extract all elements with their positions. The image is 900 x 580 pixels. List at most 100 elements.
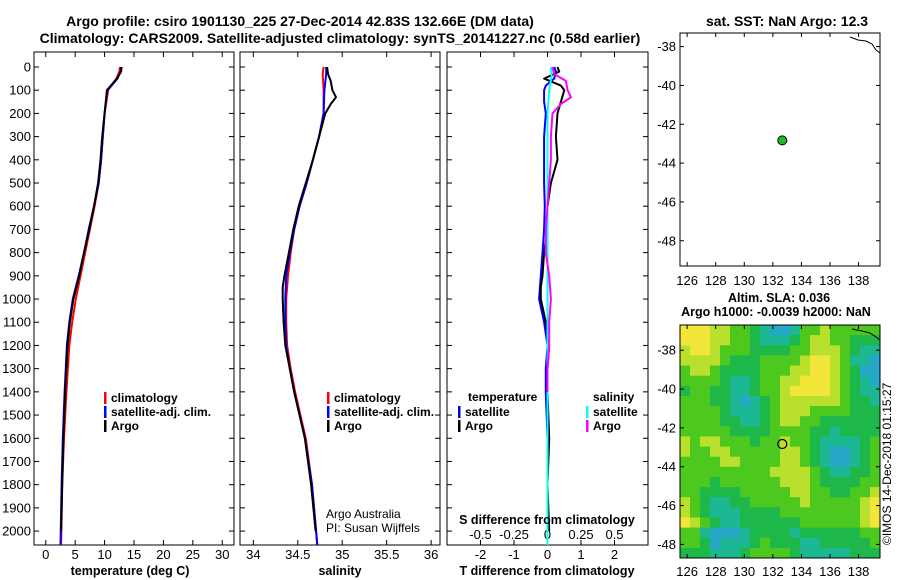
- sla-heatmap-cell: [850, 335, 861, 346]
- sla-heatmap-cell: [870, 385, 880, 397]
- sla-heatmap-cell: [780, 527, 791, 539]
- difference-series-t-satellite: [538, 66, 557, 532]
- sla-heatmap-cell: [800, 436, 811, 448]
- sla-heatmap-cell: [710, 517, 721, 529]
- pressure-ytick-label: 1300: [2, 361, 31, 376]
- temperature-series-satellite-adj-clim-: [59, 66, 123, 546]
- salinity-xtick-label: 35.5: [374, 547, 399, 562]
- sla-heatmap-cell: [780, 426, 791, 437]
- sla-heatmap-cell: [810, 507, 821, 518]
- sla-heatmap-cell: [830, 406, 841, 417]
- sla-heatmap-cell: [720, 355, 731, 367]
- sla-heatmap-cell: [850, 466, 861, 478]
- sla-heatmap-cell: [770, 477, 781, 488]
- sla-heatmap-cell: [780, 456, 791, 468]
- sla-heatmap-cell: [710, 335, 721, 346]
- sla-heatmap-cell: [790, 537, 801, 549]
- sla-heatmap-cell: [820, 517, 831, 529]
- sla-heatmap-cell: [830, 345, 841, 356]
- sla-heatmap-cell: [730, 385, 741, 397]
- sla-map-xtick-label: 126: [676, 564, 698, 579]
- sla-heatmap-cell: [770, 537, 781, 549]
- sla-heatmap-cell: [680, 365, 691, 377]
- sla-heatmap-cell: [720, 416, 731, 427]
- tdiff-legend-argo-label: Argo: [465, 419, 493, 433]
- sla-heatmap-cell: [710, 416, 721, 427]
- sla-heatmap-cell: [680, 416, 691, 427]
- sst-map-xtick-label: 126: [676, 273, 698, 288]
- sla-heatmap-cell: [760, 487, 771, 498]
- sla-heatmap-cell: [770, 517, 781, 529]
- sla-heatmap-cell: [840, 345, 851, 356]
- sla-heatmap-cell: [860, 385, 871, 397]
- sla-heatmap-cell: [800, 547, 811, 558]
- sla-heatmap-cell: [720, 345, 731, 356]
- salinity-axis-label: salinity: [318, 564, 361, 578]
- sla-heatmap-cell: [700, 456, 711, 468]
- sla-heatmap-cell: [730, 547, 741, 558]
- pressure-ytick-label: 0: [24, 60, 31, 75]
- sla-heatmap-cell: [700, 426, 711, 437]
- sla-heatmap-cell: [860, 375, 871, 387]
- sla-heatmap-cell: [710, 406, 721, 417]
- sla-heatmap-cell: [740, 456, 751, 468]
- sla-heatmap-cell: [750, 527, 761, 539]
- sla-heatmap-cell: [780, 325, 791, 336]
- sla-heatmap-cell: [690, 477, 701, 488]
- sla-heatmap-cell: [830, 466, 841, 478]
- sla-heatmap-cell: [790, 507, 801, 518]
- sla-heatmap-cell: [800, 477, 811, 488]
- tdiff-xtick-label: 0: [544, 547, 551, 562]
- sla-heatmap-cell: [830, 395, 841, 407]
- sla-heatmap-cell: [690, 385, 701, 397]
- sla-heatmap-cell: [850, 547, 861, 558]
- sla-heatmap-cell: [870, 446, 880, 458]
- temperature-legend-0-swatch: [104, 392, 107, 404]
- sla-heatmap-cell: [800, 527, 811, 539]
- sla-heatmap-cell: [810, 497, 821, 508]
- sla-heatmap-cell: [740, 395, 751, 407]
- sla-heatmap-cell: [690, 547, 701, 558]
- temperature-series-argo: [60, 66, 123, 532]
- sla-heatmap-cell: [690, 517, 701, 529]
- sla-heatmap-cell: [790, 487, 801, 498]
- salinity-xtick-label: 35: [335, 547, 349, 562]
- sla-heatmap-cell: [730, 517, 741, 529]
- sla-heatmap-cell: [860, 345, 871, 356]
- sla-heatmap-cell: [740, 477, 751, 488]
- sla-heatmap-cell: [780, 395, 791, 407]
- sla-heatmap-cell: [800, 416, 811, 427]
- sla-heatmap-cell: [850, 406, 861, 417]
- sla-heatmap-cell: [740, 416, 751, 427]
- sla-heatmap-cell: [870, 325, 880, 336]
- sla-heatmap-cell: [730, 537, 741, 549]
- sla-heatmap-cell: [820, 375, 831, 387]
- sla-heatmap-cell: [780, 406, 791, 417]
- sdiff-legend-argo-swatch: [586, 420, 589, 432]
- sla-heatmap-cell: [840, 507, 851, 518]
- sla-heatmap-cell: [680, 426, 691, 437]
- sla-heatmap-cell: [840, 456, 851, 468]
- sla-heatmap-cell: [850, 395, 861, 407]
- sla-heatmap-cell: [770, 335, 781, 346]
- sla-heatmap-cell: [780, 365, 791, 377]
- sla-heatmap-cell: [840, 335, 851, 346]
- sla-heatmap-cell: [700, 517, 711, 529]
- sla-heatmap-cell: [710, 507, 721, 518]
- sla-heatmap-cell: [840, 446, 851, 458]
- sla-heatmap-cell: [700, 527, 711, 539]
- sla-heatmap-cell: [860, 477, 871, 488]
- sla-heatmap-cell: [730, 426, 741, 437]
- sla-heatmap-cell: [710, 527, 721, 539]
- sla-heatmap-cell: [760, 345, 771, 356]
- sla-heatmap-cell: [730, 355, 741, 367]
- sla-heatmap-cell: [720, 517, 731, 529]
- sst-map-frame: [679, 32, 881, 267]
- pressure-ytick-label: 1000: [2, 292, 31, 307]
- tdiff-legend-satellite-swatch: [458, 406, 461, 418]
- sdiff-xtick-label: 0.5: [605, 527, 623, 542]
- sla-heatmap-cell: [860, 416, 871, 427]
- pressure-ytick-label: 200: [9, 106, 31, 121]
- sla-heatmap-cell: [790, 355, 801, 367]
- sla-heatmap-cell: [850, 497, 861, 508]
